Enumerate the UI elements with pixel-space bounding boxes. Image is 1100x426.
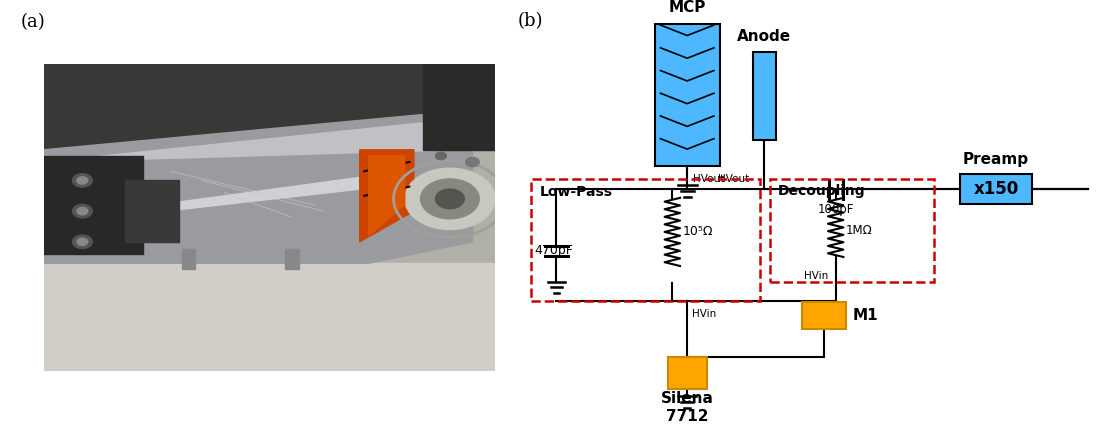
Text: HVin: HVin: [692, 309, 716, 319]
Text: 1MΩ: 1MΩ: [846, 224, 872, 237]
Bar: [770, 179, 934, 282]
Text: MCP: MCP: [669, 0, 706, 15]
Circle shape: [77, 238, 88, 245]
Text: 470pF: 470pF: [534, 245, 573, 257]
Bar: [44, 263, 495, 371]
Bar: [125, 181, 179, 242]
Text: HVout: HVout: [693, 174, 725, 184]
Circle shape: [73, 235, 92, 248]
Circle shape: [73, 174, 92, 187]
Bar: [802, 302, 846, 329]
Text: 10⁵Ω: 10⁵Ω: [683, 225, 714, 239]
Text: HVin: HVin: [804, 271, 828, 281]
Bar: [44, 64, 459, 181]
Bar: [422, 64, 495, 150]
Bar: [44, 156, 143, 254]
Circle shape: [436, 189, 464, 209]
Polygon shape: [360, 150, 414, 242]
Circle shape: [420, 179, 480, 219]
Polygon shape: [44, 119, 459, 162]
Circle shape: [73, 204, 92, 218]
Polygon shape: [368, 156, 405, 236]
Circle shape: [77, 207, 88, 215]
Text: (a): (a): [21, 13, 45, 31]
Bar: [960, 174, 1032, 204]
Circle shape: [465, 158, 480, 167]
Bar: [668, 357, 707, 389]
Bar: [285, 250, 299, 269]
Bar: [654, 24, 719, 166]
Text: HVout: HVout: [718, 174, 749, 184]
Bar: [182, 250, 195, 269]
Text: Silena
7712: Silena 7712: [661, 391, 714, 424]
Text: Decoupling: Decoupling: [778, 184, 865, 198]
Text: Anode: Anode: [737, 29, 792, 43]
Circle shape: [77, 177, 88, 184]
Bar: [531, 179, 760, 301]
Text: x150: x150: [974, 180, 1019, 199]
Polygon shape: [44, 110, 472, 263]
Circle shape: [405, 168, 495, 230]
Text: Low-Pass: Low-Pass: [540, 184, 613, 199]
Text: M1: M1: [852, 308, 879, 323]
Circle shape: [436, 152, 447, 160]
Text: (b): (b): [518, 12, 543, 30]
Text: 100pF: 100pF: [817, 203, 854, 216]
Text: Preamp: Preamp: [962, 152, 1030, 167]
Polygon shape: [112, 174, 383, 217]
Bar: [752, 52, 777, 140]
